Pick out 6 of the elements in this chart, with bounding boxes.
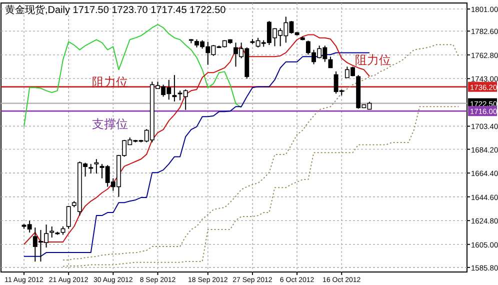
line-series bbox=[62, 44, 460, 260]
line-series bbox=[62, 106, 460, 267]
annotation: 阻力位 bbox=[92, 75, 128, 89]
annotation: 阻力位 bbox=[355, 53, 391, 67]
annotation: 支撑位 bbox=[92, 117, 128, 131]
chart-title: 黄金现货,Daily 1717.50 1723.70 1717.45 1722.50 bbox=[5, 4, 226, 16]
